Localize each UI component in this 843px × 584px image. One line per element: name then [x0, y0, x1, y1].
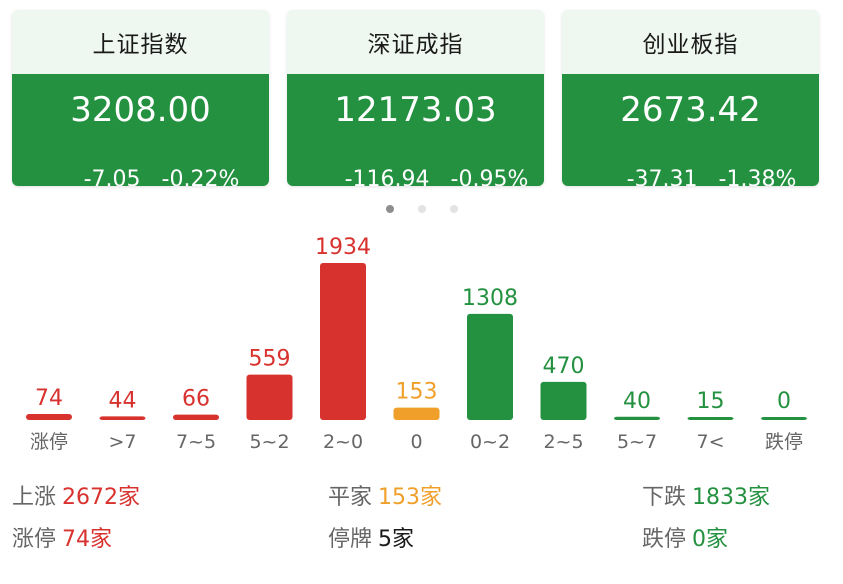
bar-1 [99, 416, 146, 420]
index-change: -116.94 [344, 167, 430, 186]
index-card-shanghai[interactable]: 上证指数 3208.00 -7.05 -0.22% [12, 10, 269, 186]
index-value: 2673.42 [620, 90, 761, 130]
bar-value-label: 1308 [462, 286, 518, 311]
page-dot-3[interactable] [449, 205, 458, 213]
bar-9 [687, 417, 734, 420]
bar-6 [467, 313, 513, 420]
bar-value-label: 1934 [315, 235, 371, 260]
category-label: 2~5 [543, 431, 583, 453]
stat-label: 涨停 [12, 527, 57, 552]
index-name: 上证指数 [12, 10, 269, 74]
category-label: 2~0 [323, 431, 363, 453]
category-label: 7< [696, 431, 724, 453]
bar-value-label: 470 [543, 354, 585, 379]
stat-limit-up: 涨停 74家 [12, 526, 112, 554]
bar-10 [761, 417, 807, 420]
stat-value: 153家 [378, 485, 443, 510]
stat-down: 下跌 1833家 [642, 484, 770, 512]
index-change: -7.05 [83, 167, 141, 186]
stat-label: 下跌 [642, 485, 687, 510]
bar-2 [173, 414, 219, 420]
bar-value-label: 66 [182, 387, 210, 412]
index-value: 3208.00 [70, 90, 211, 130]
bar-8 [614, 416, 660, 420]
category-label: 涨停 [30, 431, 68, 453]
stat-value: 5家 [378, 527, 415, 552]
category-label: 5~7 [617, 431, 657, 453]
bar-value-label: 0 [777, 389, 791, 414]
page-indicator[interactable] [0, 205, 843, 213]
index-name: 深证成指 [287, 10, 544, 74]
bar-0 [26, 413, 72, 420]
page-dot-1[interactable] [385, 205, 394, 213]
index-change-pct: -0.95% [450, 167, 529, 186]
index-name: 创业板指 [562, 10, 819, 74]
stat-up: 上涨 2672家 [12, 484, 140, 512]
bar-value-label: 15 [697, 389, 725, 414]
stat-limit-down: 跌停 0家 [642, 526, 728, 554]
bar-value-label: 74 [35, 386, 63, 411]
category-label: 0~2 [470, 431, 510, 453]
category-label: 0 [410, 431, 422, 453]
bar-3 [246, 374, 293, 420]
page-dot-2[interactable] [417, 205, 426, 213]
index-change-pct: -0.22% [161, 167, 240, 186]
bar-value-label: 153 [396, 380, 438, 405]
index-value: 12173.03 [334, 90, 497, 130]
index-change-pct: -1.38% [718, 167, 797, 186]
stat-suspended: 停牌 5家 [328, 526, 414, 554]
stat-label: 平家 [328, 485, 373, 510]
category-label: 跌停 [765, 431, 803, 453]
category-label: >7 [108, 431, 136, 453]
stat-flat: 平家 153家 [328, 484, 442, 512]
stat-label: 跌停 [642, 527, 687, 552]
bar-value-label: 559 [249, 347, 291, 372]
bar-4 [320, 263, 366, 420]
stat-label: 上涨 [12, 485, 57, 510]
index-card-chinext[interactable]: 创业板指 2673.42 -37.31 -1.38% [562, 10, 819, 186]
bar-5 [393, 407, 440, 420]
index-change: -37.31 [626, 167, 698, 186]
category-label: 5~2 [249, 431, 289, 453]
index-card-shenzhen[interactable]: 深证成指 12173.03 -116.94 -0.95% [287, 10, 544, 186]
category-label: 7~5 [176, 431, 216, 453]
stat-label: 停牌 [328, 527, 373, 552]
stat-value: 0家 [692, 527, 729, 552]
stat-value: 2672家 [62, 485, 141, 510]
stat-value: 74家 [62, 527, 113, 552]
bar-7 [540, 381, 587, 420]
bar-value-label: 44 [109, 388, 137, 413]
bar-value-label: 40 [623, 389, 651, 414]
stat-value: 1833家 [692, 485, 771, 510]
price-change-distribution-chart: 74 涨停 44 >7 66 7~5 559 5~2 1934 2~0 153 0 1308 0~2 470… [26, 235, 807, 453]
